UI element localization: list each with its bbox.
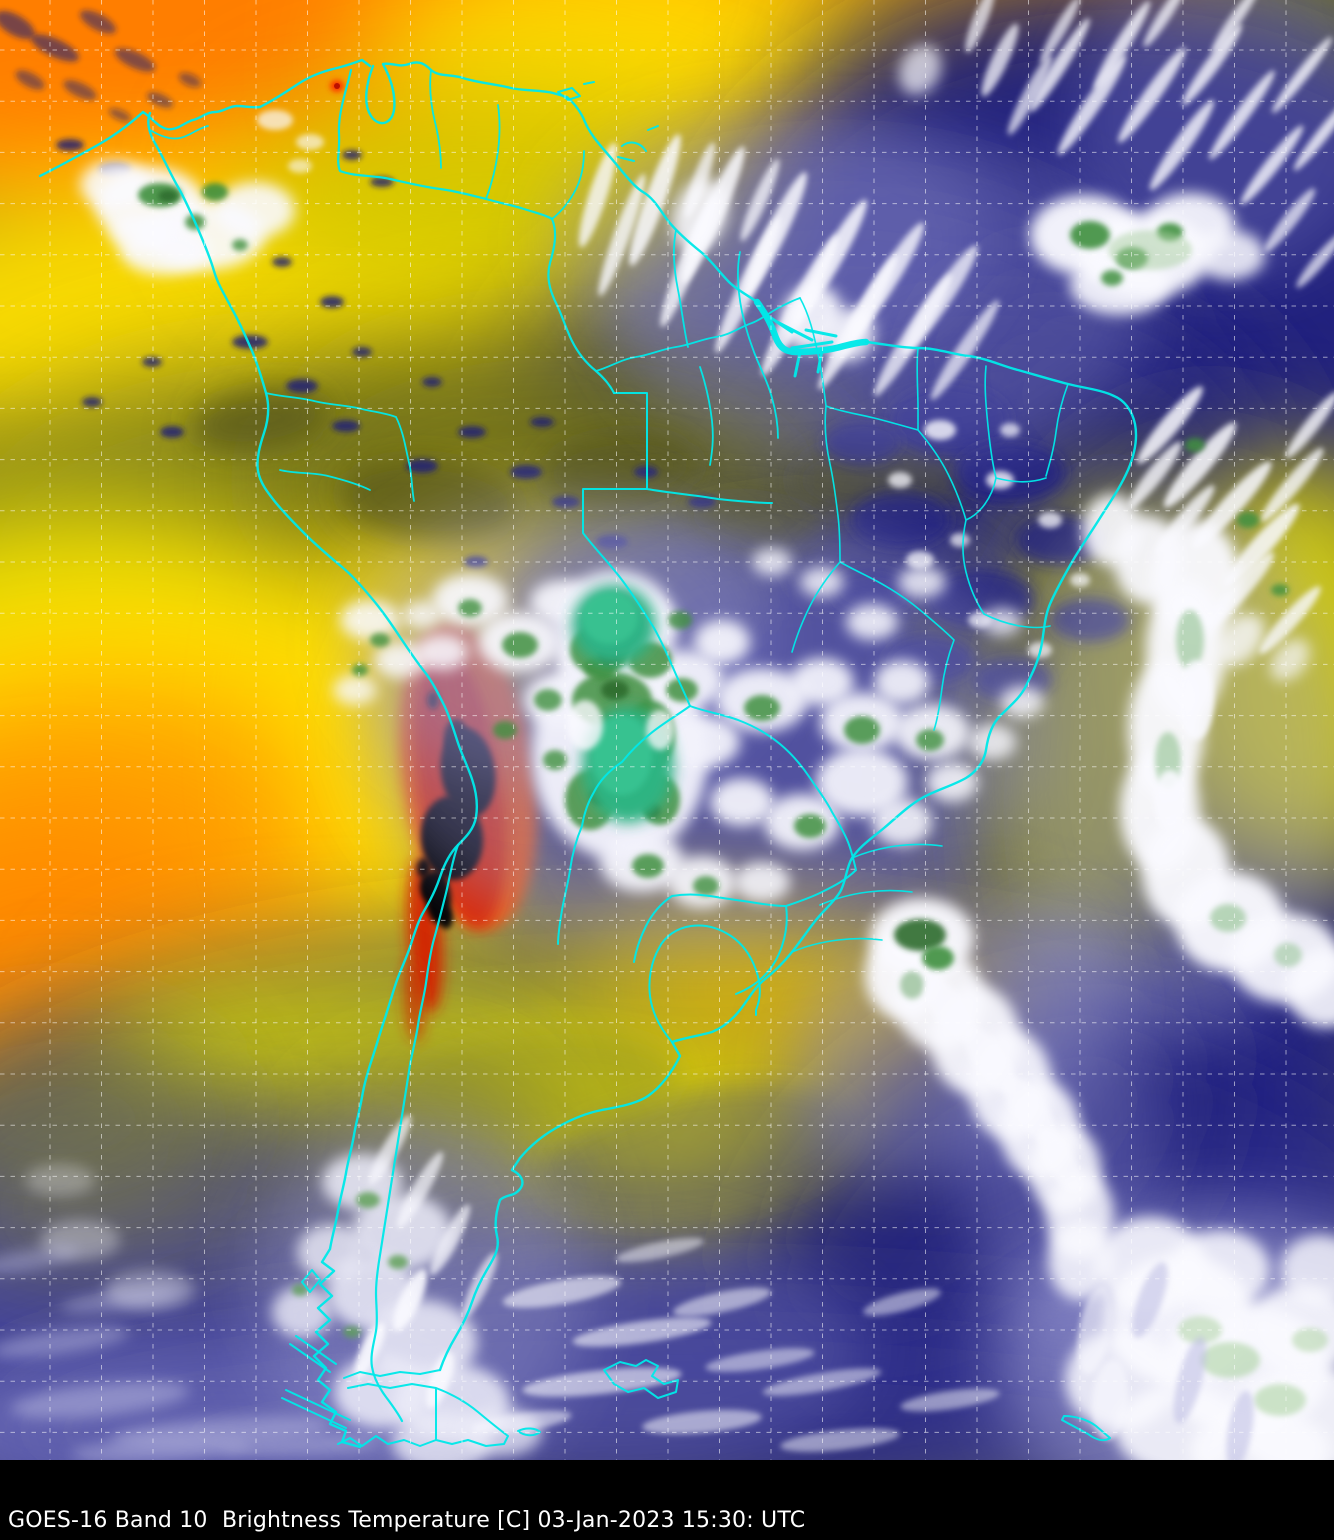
- caption-text: GOES-16 Band 10 Brightness Temperature […: [8, 1508, 806, 1533]
- satellite-image: [0, 0, 1334, 1460]
- latlon-grid-overlay: [0, 0, 1334, 1460]
- satellite-map: [0, 0, 1334, 1460]
- caption-bar: GOES-16 Band 10 Brightness Temperature […: [0, 1460, 1334, 1540]
- cloud-layer: [0, 0, 1334, 1460]
- country-borders-overlay: [38, 58, 1138, 1449]
